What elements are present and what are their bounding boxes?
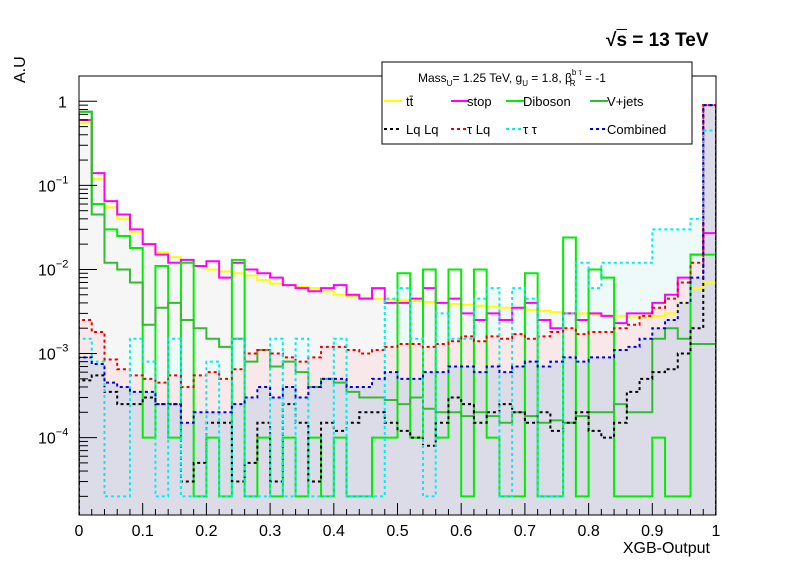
energy-title: √s = 13 TeV [606,30,709,52]
series-line-5 [79,104,716,515]
y-tick-label: 10−3 [38,343,68,364]
series-line-6 [79,129,716,515]
legend-label: Lq Lq [406,122,439,137]
sqrt-symbol: √ [606,30,617,51]
legend-label: τ τ [523,122,538,137]
x-tick-label: 0 [75,523,84,540]
y-tick-label: 10−1 [38,174,68,195]
x-tick-label: 1 [712,523,721,540]
x-tick-label: 0.7 [514,523,536,540]
y-tick-label: 10−4 [38,427,68,448]
x-tick-label: 0.8 [577,523,599,540]
legend-label: τ Lq [467,122,490,137]
y-tick-label: 10−2 [38,258,68,279]
series-line-1 [79,118,716,515]
legend-label: Diboson [523,94,571,109]
x-tick-label: 0.4 [323,523,345,540]
series-line-3 [79,110,716,515]
sqrt-arg: s [616,30,628,51]
legend-label: stop [467,94,492,109]
legend-label: Combined [607,122,666,137]
energy-value: = 13 TeV [632,30,709,51]
x-tick-label: 0.6 [450,523,472,540]
x-tick-label: 0.9 [641,523,663,540]
x-tick-label: 0.5 [386,523,408,540]
legend-label: tt̄ [406,94,414,109]
x-tick-label: 0.2 [195,523,217,540]
x-axis-label: XGB-Output [623,540,711,557]
x-tick-label: 0.1 [132,523,154,540]
series-line-2 [79,110,716,515]
x-tick-label: 0.3 [259,523,281,540]
y-tick-label: 1 [58,94,67,111]
y-axis-label: A.U [12,56,29,83]
legend-box [381,61,693,145]
legend-label: V+jets [607,94,644,109]
series-line-4 [79,104,716,515]
fill-Combined [79,105,716,515]
